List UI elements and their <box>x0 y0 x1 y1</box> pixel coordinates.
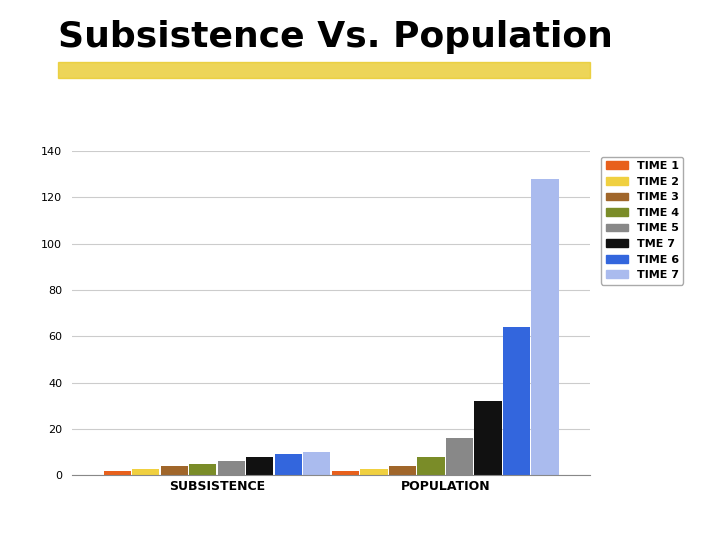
Bar <box>218 461 245 475</box>
Bar <box>418 457 444 475</box>
Bar <box>474 401 502 475</box>
Bar <box>275 454 302 475</box>
Bar <box>332 470 359 475</box>
Bar <box>531 179 559 475</box>
Bar <box>503 327 530 475</box>
Bar <box>189 464 217 475</box>
Legend: TIME 1, TIME 2, TIME 3, TIME 4, TIME 5, TME 7, TIME 6, TIME 7: TIME 1, TIME 2, TIME 3, TIME 4, TIME 5, … <box>601 157 683 285</box>
Bar <box>132 469 159 475</box>
Text: Subsistence Vs. Population: Subsistence Vs. Population <box>58 20 613 54</box>
Bar <box>446 438 473 475</box>
Bar <box>104 470 131 475</box>
Bar <box>246 457 274 475</box>
Bar <box>361 469 387 475</box>
Bar <box>161 466 188 475</box>
Bar <box>389 466 416 475</box>
Bar <box>303 452 330 475</box>
